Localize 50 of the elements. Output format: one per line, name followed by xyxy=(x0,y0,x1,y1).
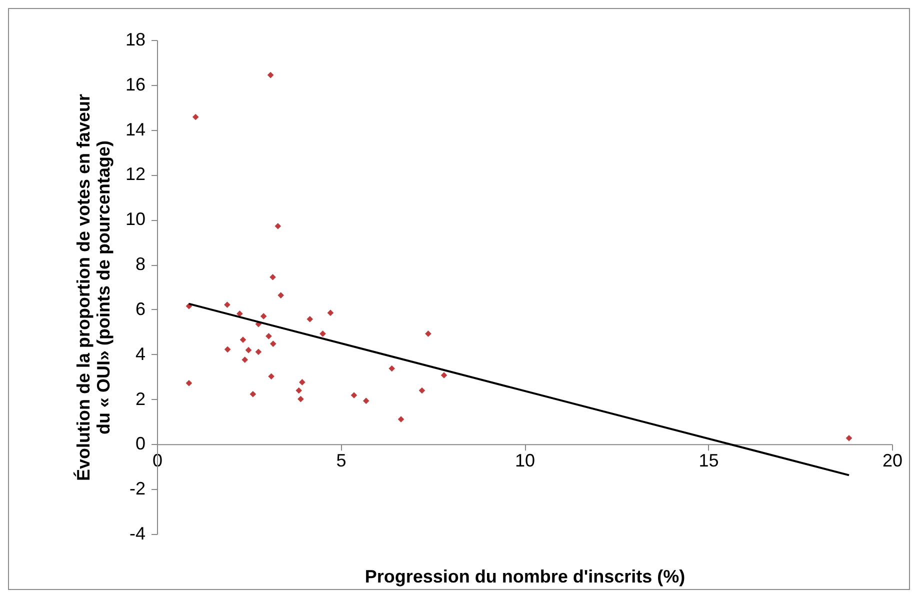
point xyxy=(245,346,252,354)
point xyxy=(266,333,272,340)
y-tick-label: 6 xyxy=(135,298,146,319)
point xyxy=(255,348,262,356)
x-tick-label: 5 xyxy=(336,450,346,471)
point xyxy=(250,390,256,398)
x-axis-title: Progression du nombre d'inscrits (%) xyxy=(364,566,686,586)
point xyxy=(267,72,274,78)
point xyxy=(270,274,276,280)
point xyxy=(274,222,282,230)
point xyxy=(298,396,304,402)
x-tick-label: 15 xyxy=(698,450,719,471)
y-tick-label: 18 xyxy=(125,30,146,50)
point xyxy=(440,372,448,378)
point xyxy=(268,373,274,380)
point xyxy=(240,336,246,343)
point xyxy=(224,302,230,308)
x-tick-label: 20 xyxy=(882,450,903,471)
point xyxy=(224,346,231,353)
point xyxy=(236,310,243,317)
point xyxy=(425,330,432,337)
point xyxy=(306,316,314,322)
y-tick-label: -2 xyxy=(129,478,146,499)
point xyxy=(260,313,267,320)
point xyxy=(350,392,358,398)
y-tick-label: -4 xyxy=(129,524,146,544)
y-axis-title: Évolution de la proportion de votes en faveur du « OUI» (points de pourcentage) xyxy=(73,94,114,482)
point xyxy=(320,330,326,337)
point xyxy=(388,365,395,372)
point xyxy=(296,387,302,394)
point xyxy=(278,292,284,298)
point xyxy=(242,356,248,363)
y-tick-label: 4 xyxy=(135,344,146,364)
y-tick-label: 2 xyxy=(135,388,146,409)
point xyxy=(846,434,852,442)
point xyxy=(299,379,306,386)
point xyxy=(398,416,404,422)
point xyxy=(327,310,334,316)
point xyxy=(418,387,426,394)
x-tick-label: 10 xyxy=(514,450,536,471)
y-tick-label: 12 xyxy=(125,164,146,184)
y-tick-label: 0 xyxy=(135,434,146,454)
point xyxy=(192,114,199,120)
y-tick-label: 16 xyxy=(125,74,146,94)
point xyxy=(270,340,276,347)
point xyxy=(186,380,192,386)
y-tick-label: 14 xyxy=(125,119,146,140)
y-tick-label: 10 xyxy=(125,209,146,230)
point xyxy=(362,398,370,404)
y-tick-label: 8 xyxy=(135,254,146,274)
